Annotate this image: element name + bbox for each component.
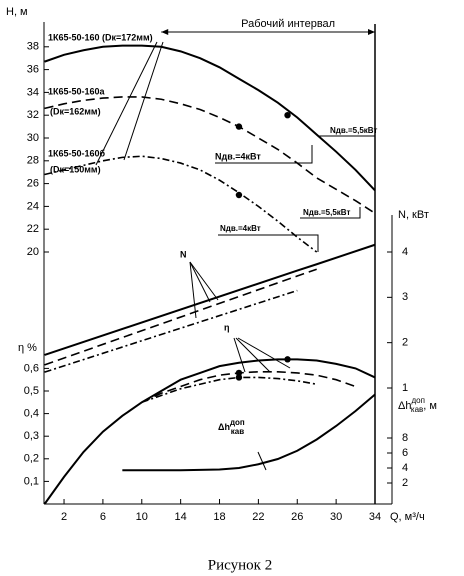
y-axis-label: η %	[18, 342, 37, 354]
curve	[43, 358, 376, 505]
x-tick-label: 10	[136, 511, 148, 523]
y-tick-label: 0,2	[24, 453, 39, 465]
annotation: N	[180, 249, 187, 259]
limit-mark	[300, 207, 361, 219]
y-tick-label: 4	[402, 246, 408, 258]
pointer-lines	[43, 22, 393, 505]
annotation: Δhдоп кав	[218, 418, 245, 436]
series-label: 1К65-50-160а	[48, 86, 106, 96]
y-tick-label: 0,6	[24, 362, 39, 374]
y-tick-label: 26	[27, 178, 39, 190]
y-tick-label: 6	[402, 447, 408, 459]
pointer	[235, 337, 271, 373]
y-tick-label: 36	[27, 64, 39, 76]
annotation: Nдв.=5,5кВт	[303, 208, 350, 217]
y-axis-label: N, кВт	[398, 209, 429, 221]
curve	[44, 44, 376, 192]
y-axis-label: Δhдоп кав, м	[398, 396, 437, 414]
y-tick-label: 2	[402, 477, 408, 489]
limit-mark	[215, 145, 313, 164]
pointer	[257, 451, 267, 471]
series-note: (Dк=162мм)	[50, 106, 101, 116]
series-note: (Dк=150мм)	[50, 164, 101, 174]
y-tick-label: 3	[402, 291, 408, 303]
curve	[44, 96, 376, 214]
curve	[44, 243, 376, 356]
label-part: кав	[411, 405, 423, 414]
y-tick-label: 34	[27, 86, 39, 98]
x-tick-label: 22	[252, 511, 264, 523]
annotation: Nдв.=5,5кВт	[330, 126, 377, 135]
rated-point	[284, 356, 291, 363]
y-tick-label: 30	[27, 132, 39, 144]
pointer	[189, 261, 219, 301]
x-tick-label: 26	[291, 511, 303, 523]
y-tick-label: 28	[27, 155, 39, 167]
pointer	[237, 337, 291, 369]
y-tick-label: 1	[402, 382, 408, 394]
annotation: η	[224, 322, 230, 332]
pointer	[123, 41, 164, 161]
pointer	[189, 261, 197, 319]
x-tick-label: 18	[213, 511, 225, 523]
y-tick-label: 24	[27, 200, 39, 212]
y-axis-label: H, м	[6, 6, 28, 18]
y-tick-label: 0,1	[24, 475, 39, 487]
label-part: Δh	[218, 422, 230, 432]
y-tick-label: 0,3	[24, 430, 39, 442]
curve	[44, 268, 317, 366]
x-axis-label: Q, м³/ч	[390, 511, 425, 523]
pointer	[233, 337, 246, 373]
rated-point	[235, 374, 243, 381]
caption: Рисунок 2	[208, 557, 272, 573]
y-tick-label: 8	[402, 432, 408, 444]
series-label: 1К65-50-160б	[48, 148, 106, 158]
pointer	[189, 261, 211, 303]
y-tick-label: 38	[27, 41, 39, 53]
x-tick-label: 34	[369, 511, 381, 523]
y-tick-label: 0,4	[24, 408, 39, 420]
curve	[44, 155, 318, 253]
x-tick-label: 6	[100, 511, 106, 523]
x-tick-label: 30	[330, 511, 342, 523]
rated-point	[235, 191, 243, 199]
label-part: кав	[231, 427, 244, 436]
y-tick-label: 0,5	[24, 385, 39, 397]
label-part: доп	[230, 418, 245, 427]
label-part: Δh	[398, 400, 411, 412]
y-tick-label: 22	[27, 223, 39, 235]
y-tick-label: 20	[27, 246, 39, 258]
limit-mark	[218, 234, 319, 252]
curve	[44, 289, 298, 373]
rated-point	[235, 123, 243, 130]
curve	[141, 376, 317, 404]
label-part: доп	[411, 396, 424, 405]
x-tick-label: 14	[175, 511, 187, 523]
annotation: Nдв.=4кВт	[215, 151, 261, 161]
interval-label: Рабочий интервал	[241, 18, 335, 30]
rated-point	[235, 369, 243, 377]
rated-point	[284, 112, 291, 119]
y-tick-label: 2	[402, 337, 408, 349]
pointer	[95, 41, 158, 166]
y-tick-label: 4	[402, 462, 408, 474]
x-tick-label: 2	[61, 511, 67, 523]
y-tick-label: 32	[27, 109, 39, 121]
curve	[141, 370, 356, 404]
label-part: , м	[423, 400, 437, 412]
series-label: 1К65-50-160 (Dк=172мм)	[48, 32, 153, 42]
annotation: Nдв.=4кВт	[220, 224, 261, 233]
curve	[122, 393, 376, 472]
